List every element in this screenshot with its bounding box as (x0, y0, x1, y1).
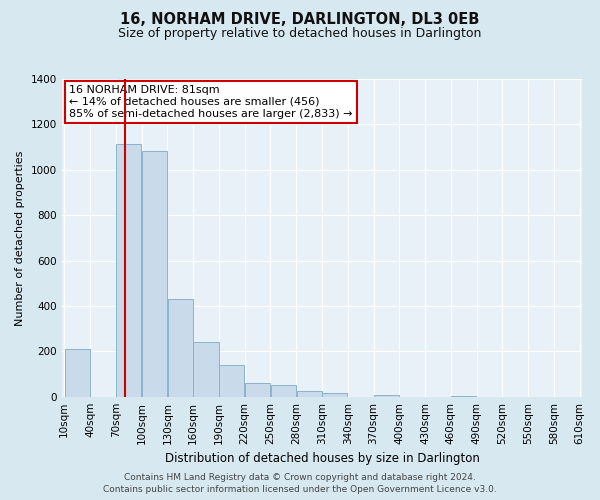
Text: 16, NORHAM DRIVE, DARLINGTON, DL3 0EB: 16, NORHAM DRIVE, DARLINGTON, DL3 0EB (121, 12, 479, 28)
Bar (65, 349, 89, 397)
Text: Size of property relative to detached houses in Darlington: Size of property relative to detached ho… (118, 28, 482, 40)
Text: Contains HM Land Registry data © Crown copyright and database right 2024.
Contai: Contains HM Land Registry data © Crown c… (103, 472, 497, 494)
Bar (193, 342, 218, 397)
Bar (451, 396, 476, 397)
Bar (219, 365, 244, 397)
Bar (167, 299, 193, 397)
Y-axis label: Number of detached properties: Number of detached properties (15, 150, 25, 326)
Bar (374, 394, 399, 397)
Bar (322, 394, 347, 397)
X-axis label: Distribution of detached houses by size in Darlington: Distribution of detached houses by size … (164, 452, 479, 465)
Bar (116, 144, 141, 397)
Bar (271, 386, 296, 397)
Text: 16 NORHAM DRIVE: 81sqm
← 14% of detached houses are smaller (456)
85% of semi-de: 16 NORHAM DRIVE: 81sqm ← 14% of detached… (70, 86, 353, 118)
Bar (142, 150, 167, 397)
Bar (245, 383, 270, 397)
Bar (296, 391, 322, 397)
